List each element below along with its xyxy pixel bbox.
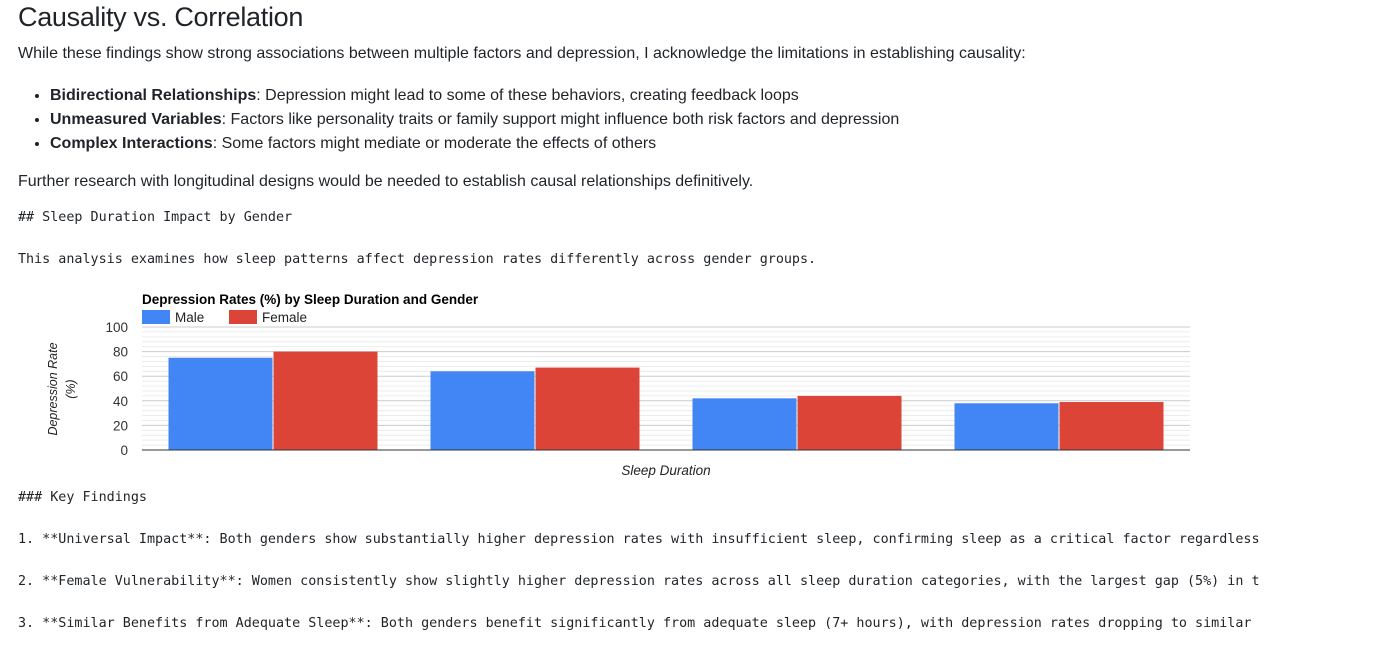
list-item-title: Complex Interactions (50, 135, 213, 152)
raw-finding-3: 3. **Similar Benefits from Adequate Slee… (18, 616, 1251, 631)
intro-paragraph: While these findings show strong associa… (18, 45, 1026, 63)
y-axis-ticks: 0 20 40 60 80 100 (105, 320, 128, 458)
list-item: Unmeasured Variables: Factors like perso… (50, 108, 899, 132)
further-research-paragraph: Further research with longitudinal desig… (18, 173, 753, 191)
bar-male (693, 398, 797, 450)
y-axis-label-line-1: Depression Rate (46, 342, 60, 435)
legend-label-female: Female (262, 310, 307, 325)
y-tick-label: 0 (120, 443, 128, 458)
list-item-text: : Factors like personality traits or fam… (222, 111, 900, 128)
y-tick-label: 60 (113, 369, 128, 384)
x-axis-label: Sleep Duration (621, 463, 710, 478)
bar-female (1060, 402, 1164, 450)
depression-bar-chart: Depression Rates (%) by Sleep Duration a… (0, 285, 1382, 485)
raw-section-heading: ## Sleep Duration Impact by Gender (18, 210, 292, 225)
y-tick-label: 80 (113, 345, 128, 360)
y-tick-label: 40 (113, 394, 128, 409)
bar-male (431, 371, 535, 450)
bar-female (274, 352, 378, 450)
legend-label-male: Male (175, 310, 204, 325)
list-item-title: Bidirectional Relationships (50, 87, 256, 104)
legend-swatch-male (142, 310, 170, 324)
y-axis-label-line-2: (%) (64, 379, 78, 398)
list-item: Complex Interactions: Some factors might… (50, 132, 899, 156)
bar-female (536, 368, 640, 450)
chart-title: Depression Rates (%) by Sleep Duration a… (142, 292, 479, 307)
raw-key-findings-heading: ### Key Findings (18, 490, 147, 505)
raw-section-intro: This analysis examines how sleep pattern… (18, 252, 816, 267)
y-tick-label: 20 (113, 418, 128, 433)
list-item-text: : Depression might lead to some of these… (256, 87, 799, 104)
list-item-text: : Some factors might mediate or moderate… (213, 135, 656, 152)
list-item-title: Unmeasured Variables (50, 111, 222, 128)
list-item: Bidirectional Relationships: Depression … (50, 84, 899, 108)
raw-finding-2: 2. **Female Vulnerability**: Women consi… (18, 574, 1260, 589)
limitations-list: Bidirectional Relationships: Depression … (18, 84, 899, 156)
legend-swatch-female (229, 310, 257, 324)
bar-male (955, 403, 1059, 450)
raw-finding-1: 1. **Universal Impact**: Both genders sh… (18, 532, 1260, 547)
bar-male (169, 358, 273, 450)
bar-female (798, 396, 902, 450)
page-title: Causality vs. Correlation (18, 2, 303, 33)
y-tick-label: 100 (105, 320, 128, 335)
